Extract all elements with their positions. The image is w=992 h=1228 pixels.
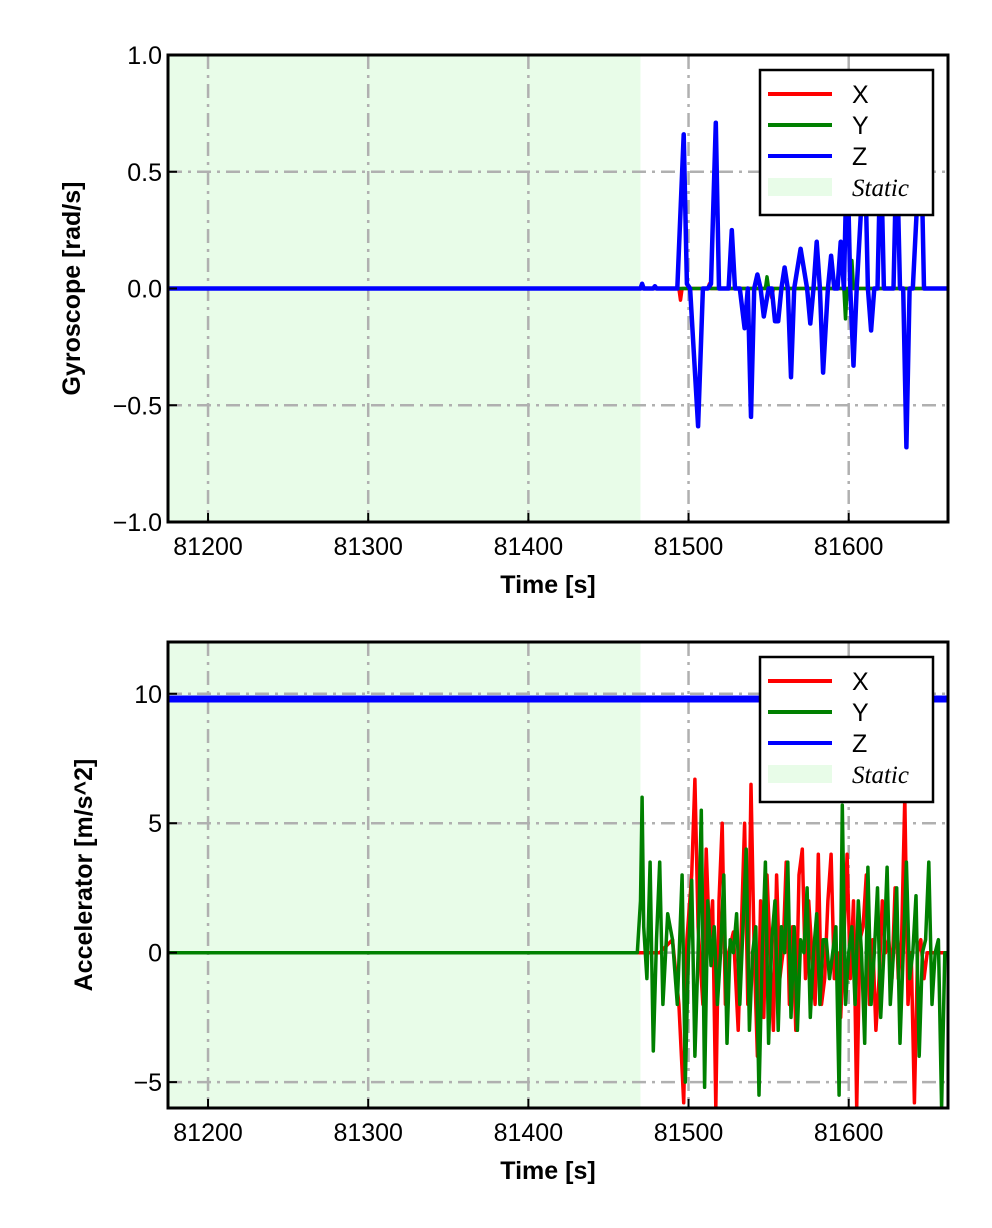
legend-label-y: Y xyxy=(852,699,869,727)
legend-swatch-static xyxy=(768,765,832,783)
y-tick-label: 10 xyxy=(134,681,162,709)
y-tick-label: −1.0 xyxy=(113,509,162,537)
x-tick-label: 81300 xyxy=(333,1119,403,1147)
legend-label-static: Static xyxy=(852,762,909,789)
plot-frame xyxy=(166,640,950,1110)
x-tick-label: 81200 xyxy=(173,1119,243,1147)
static-region xyxy=(168,642,641,1108)
y-tick-label: 5 xyxy=(148,810,162,838)
series-line-y xyxy=(168,795,948,1108)
legend-label-z: Z xyxy=(852,730,867,758)
x-tick-label: 81500 xyxy=(654,533,724,561)
x-tick-label: 81500 xyxy=(654,1119,724,1147)
series-lines xyxy=(168,120,948,450)
legend-label-static: Static xyxy=(852,175,909,202)
legend-label-x: X xyxy=(852,668,869,696)
x-tick-label: 81600 xyxy=(814,533,884,561)
y-axis-label: Gyroscope [rad/s] xyxy=(58,182,86,396)
legend-label-y: Y xyxy=(852,112,869,140)
x-tick-label: 81400 xyxy=(494,1119,564,1147)
legend-swatch-static xyxy=(768,178,832,196)
series-line-z xyxy=(168,120,948,450)
x-tick-label: 81200 xyxy=(173,533,243,561)
y-tick-label: 0 xyxy=(148,940,162,968)
legend-label-z: Z xyxy=(852,143,867,171)
y-tick-label: 0.0 xyxy=(127,276,162,304)
x-tick-label: 81400 xyxy=(494,533,564,561)
x-axis-label: Time [s] xyxy=(500,1157,595,1185)
y-tick-label: −5 xyxy=(133,1069,162,1097)
legend: XYZ Static xyxy=(758,655,935,804)
gyroscope-chart: 81200 81300 81400 81500 81600 1.0 0.5 0.0 −0.5 −1… xyxy=(58,42,950,599)
x-tick-label: 81600 xyxy=(814,1119,884,1147)
series-line-x xyxy=(168,777,948,1108)
x-tick-label: 81300 xyxy=(333,533,403,561)
legend-label-x: X xyxy=(852,81,869,109)
accelerometer-chart: 81200 81300 81400 81500 81600 10 5 0 −5 Time [s] A… xyxy=(70,640,950,1185)
y-axis-label: Accelerator [m/s^2] xyxy=(70,759,98,992)
series-line-y xyxy=(168,258,948,321)
y-tick-label: −0.5 xyxy=(113,392,162,420)
y-tick-label: 0.5 xyxy=(127,159,162,187)
legend: XYZ Static xyxy=(758,68,935,217)
y-tick-label: 1.0 xyxy=(127,42,162,70)
x-axis-label: Time [s] xyxy=(500,571,595,599)
